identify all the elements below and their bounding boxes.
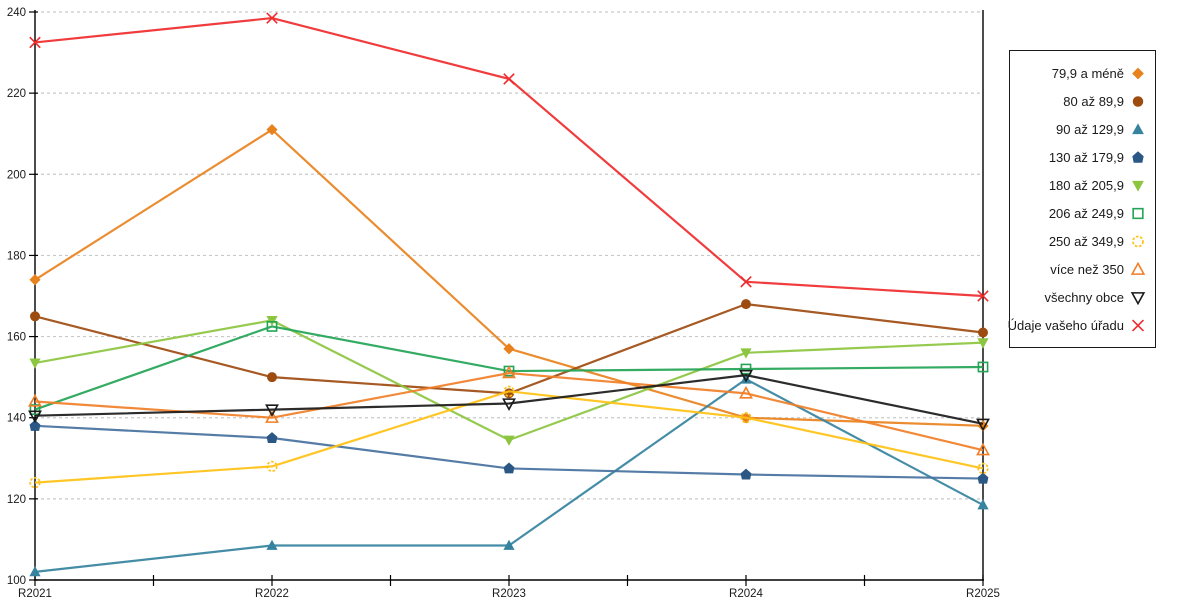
legend-label: 206 až 249,9 <box>1048 205 1124 221</box>
legend-label: 79,9 a méně <box>1051 65 1124 81</box>
data-point <box>29 358 41 369</box>
diamond-legend-icon <box>1132 67 1144 79</box>
x-tick-label: R2021 <box>18 588 52 600</box>
triangle-down-legend-icon <box>1132 180 1144 192</box>
data-point <box>503 343 515 355</box>
legend-item: Údaje vašeho úřadu <box>1008 318 1146 333</box>
data-point <box>267 372 277 383</box>
data-point <box>266 12 278 24</box>
y-tick-label: 240 <box>7 7 26 19</box>
data-point <box>503 385 515 397</box>
data-point <box>29 566 41 577</box>
data-point <box>265 404 279 418</box>
x-tick-label: R2025 <box>966 588 1000 600</box>
legend-item: 180 až 205,9 <box>1016 178 1146 193</box>
data-point <box>502 365 516 379</box>
data-point <box>503 73 515 85</box>
data-point <box>740 373 752 384</box>
legend-label: 250 až 349,9 <box>1048 233 1124 249</box>
x-tick-label: R2024 <box>729 588 763 600</box>
data-point <box>740 276 752 288</box>
x-tick-label: R2023 <box>492 588 526 600</box>
y-tick-label: 220 <box>7 88 26 100</box>
data-point <box>28 394 42 407</box>
data-point <box>29 419 41 431</box>
data-point <box>266 321 278 332</box>
data-point <box>740 363 752 375</box>
data-point <box>740 348 752 359</box>
data-point <box>978 327 988 338</box>
triangle-up-legend-icon <box>1130 261 1146 275</box>
data-point <box>739 385 753 399</box>
data-point <box>739 369 753 383</box>
data-point <box>265 410 279 423</box>
square-legend-icon <box>1132 207 1144 219</box>
legend-item: 80 až 89,9 <box>1016 94 1146 109</box>
y-tick-label: 100 <box>7 575 26 587</box>
legend-item: 130 až 179,9 <box>1016 150 1146 165</box>
data-point <box>740 468 752 480</box>
legend: 79,9 a méně 80 až 89,9 90 až 129,9 130 až 1… <box>1008 50 1156 348</box>
y-tick-label: 180 <box>7 250 26 262</box>
data-point <box>977 290 989 302</box>
data-point <box>977 338 989 349</box>
data-point <box>29 476 41 489</box>
circle-legend-icon <box>1132 95 1144 107</box>
data-point <box>29 36 41 49</box>
data-point <box>977 462 989 475</box>
series-line-6 <box>34 325 984 411</box>
legend-label: 180 až 205,9 <box>1048 177 1124 193</box>
triangle-up-legend-icon <box>1132 122 1144 134</box>
data-point <box>503 539 515 550</box>
series-line-7 <box>34 390 984 484</box>
x-tick-label: R2022 <box>255 588 289 600</box>
x-legend-icon <box>1131 318 1145 332</box>
data-point <box>503 435 515 446</box>
data-point <box>977 420 989 432</box>
legend-label: všechny obce <box>1044 289 1125 305</box>
data-point <box>740 412 752 424</box>
y-tick-label: 200 <box>7 169 26 181</box>
data-point <box>30 311 40 322</box>
data-point <box>29 404 41 415</box>
data-point <box>266 460 278 473</box>
legend-label: 90 až 129,9 <box>1056 121 1124 137</box>
y-tick-label: 140 <box>7 413 26 425</box>
series-line-9 <box>34 374 984 425</box>
data-point <box>977 472 989 484</box>
legend-item: 79,9 a méně <box>1016 66 1146 81</box>
legend-item: 206 až 249,9 <box>1016 206 1146 221</box>
triangle-down-legend-icon <box>1130 291 1146 305</box>
data-point <box>977 361 989 373</box>
data-point <box>976 418 990 432</box>
series-line-5 <box>34 319 984 442</box>
data-point <box>266 539 278 550</box>
legend-label: Údaje vašeho úřadu <box>1007 317 1124 333</box>
series-line-10 <box>34 16 984 298</box>
data-point <box>502 398 516 411</box>
legend-item: 250 až 349,9 <box>1016 234 1146 249</box>
legend-item: více než 350 <box>1016 261 1146 277</box>
data-point <box>266 432 278 443</box>
pentagon-legend-icon <box>1132 150 1144 163</box>
data-point <box>977 499 989 510</box>
legend-label: 80 až 89,9 <box>1063 93 1124 109</box>
circle-dashed-legend-icon <box>1132 235 1144 247</box>
data-point <box>266 124 278 136</box>
legend-item: všechny obce <box>1016 290 1146 305</box>
data-point <box>741 299 751 310</box>
y-tick-label: 120 <box>7 494 26 506</box>
legend-item: 90 až 129,9 <box>1016 122 1146 137</box>
data-point <box>29 274 41 286</box>
data-point <box>976 442 990 456</box>
data-point <box>28 410 42 424</box>
legend-label: 130 až 179,9 <box>1048 149 1124 165</box>
legend-label: více než 350 <box>1050 261 1124 277</box>
data-point <box>503 462 515 474</box>
y-tick-label: 160 <box>7 332 26 344</box>
